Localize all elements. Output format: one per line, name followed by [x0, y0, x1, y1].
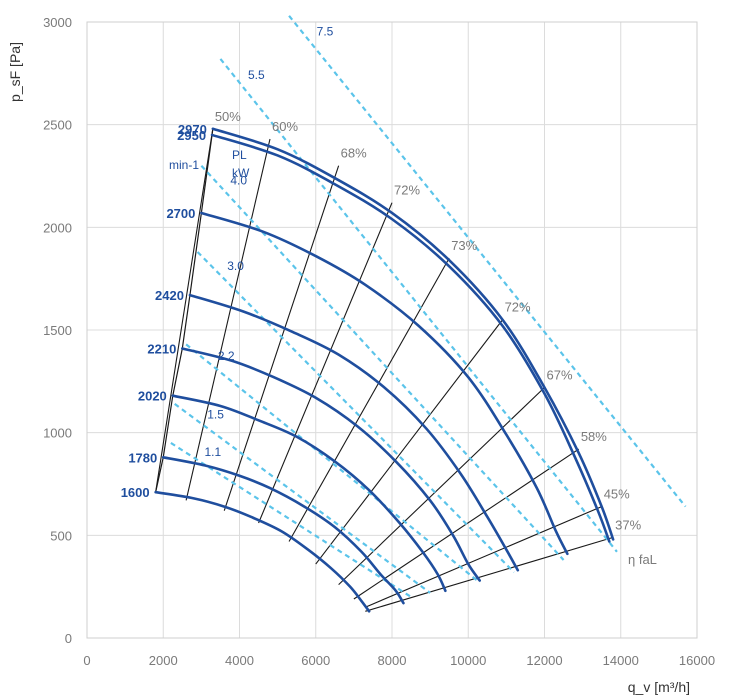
power-line: [196, 251, 515, 574]
labels: 50% 60% 68% 72% 73% 72% 67% 58% 45% 37% 7.5 5.5 4.0 3…: [121, 25, 657, 567]
efficiency-label: 72%: [394, 183, 420, 198]
efficiency-line: [258, 202, 393, 524]
speed-curve: [171, 394, 447, 593]
speed-label: 1600: [121, 485, 150, 500]
y-tick-label: 500: [50, 528, 72, 543]
efficiency-symbol-label: η faL: [628, 552, 657, 567]
x-tick-label: 10000: [450, 653, 486, 668]
speed-curve: [161, 456, 405, 605]
efficiency-line: [185, 138, 271, 501]
x-tick-label: 16000: [679, 653, 715, 668]
left-boundary: [155, 128, 214, 493]
efficiency-label: 58%: [581, 429, 607, 444]
speed-label: 2950: [177, 128, 206, 143]
power-unit-label: kW: [232, 166, 250, 180]
y-tick-label: 0: [65, 631, 72, 646]
power-line: [170, 442, 412, 598]
efficiency-label: 45%: [604, 487, 630, 502]
speed-label: 2970: [178, 122, 207, 137]
power-lines: [170, 15, 687, 598]
power-label: 4.0: [230, 173, 247, 187]
y-tick-label: 1000: [43, 426, 72, 441]
speed-curve: [188, 293, 520, 572]
efficiency-label: 68%: [341, 146, 367, 161]
x-tick-label: 2000: [149, 653, 178, 668]
x-tick-label: 12000: [526, 653, 562, 668]
efficiency-label: 72%: [505, 300, 531, 315]
power-label: 5.5: [248, 68, 265, 82]
efficiency-label: 50%: [215, 109, 241, 124]
efficiency-line: [288, 257, 450, 542]
efficiency-label: 60%: [272, 119, 298, 134]
efficiency-lines: [155, 128, 614, 612]
power-symbol-label: PL: [232, 148, 247, 162]
x-tick-label: 0: [83, 653, 90, 668]
speed-label: 2420: [155, 288, 184, 303]
power-label: 3.0: [227, 259, 244, 273]
x-tick-label: 6000: [301, 653, 330, 668]
speed-curve: [211, 127, 615, 541]
axes: 0 2000 4000 6000 8000 10000 12000 14000 16000 0 50…: [7, 15, 715, 695]
efficiency-line: [338, 387, 545, 586]
speed-label: 2700: [166, 206, 195, 221]
x-tick-label: 8000: [378, 653, 407, 668]
y-tick-label: 3000: [43, 15, 72, 30]
power-line: [185, 343, 481, 584]
speed-curves: [154, 127, 615, 613]
speed-label: 2210: [147, 341, 176, 356]
power-line: [174, 403, 431, 594]
power-line: [219, 58, 618, 553]
x-axis-label: q_v [m³/h]: [628, 679, 690, 695]
efficiency-label: 67%: [547, 367, 573, 382]
efficiency-line: [365, 506, 602, 608]
speed-label: 2020: [138, 389, 167, 404]
x-tick-label: 14000: [603, 653, 639, 668]
y-tick-label: 2500: [43, 118, 72, 133]
efficiency-label: 37%: [615, 517, 641, 532]
y-axis-label: p_sF [Pa]: [7, 42, 23, 102]
efficiency-line: [365, 536, 614, 612]
power-line: [288, 15, 687, 508]
efficiency-line: [315, 319, 503, 565]
speed-unit-label: min-1: [169, 158, 199, 172]
efficiency-label: 73%: [451, 238, 477, 253]
y-tick-label: 1500: [43, 323, 72, 338]
grid: [86, 21, 698, 639]
power-label: 1.5: [207, 408, 224, 422]
power-label: 2.2: [218, 349, 235, 363]
power-label: 1.1: [204, 445, 221, 459]
efficiency-line: [155, 128, 214, 493]
y-tick-label: 2000: [43, 220, 72, 235]
x-tick-label: 4000: [225, 653, 254, 668]
speed-curve: [200, 211, 569, 556]
power-label: 7.5: [317, 25, 334, 39]
speed-curve: [210, 133, 611, 543]
speed-curve: [181, 347, 481, 582]
speed-curve: [154, 490, 371, 613]
plot-frame: [86, 21, 698, 639]
speed-label: 1780: [128, 450, 157, 465]
